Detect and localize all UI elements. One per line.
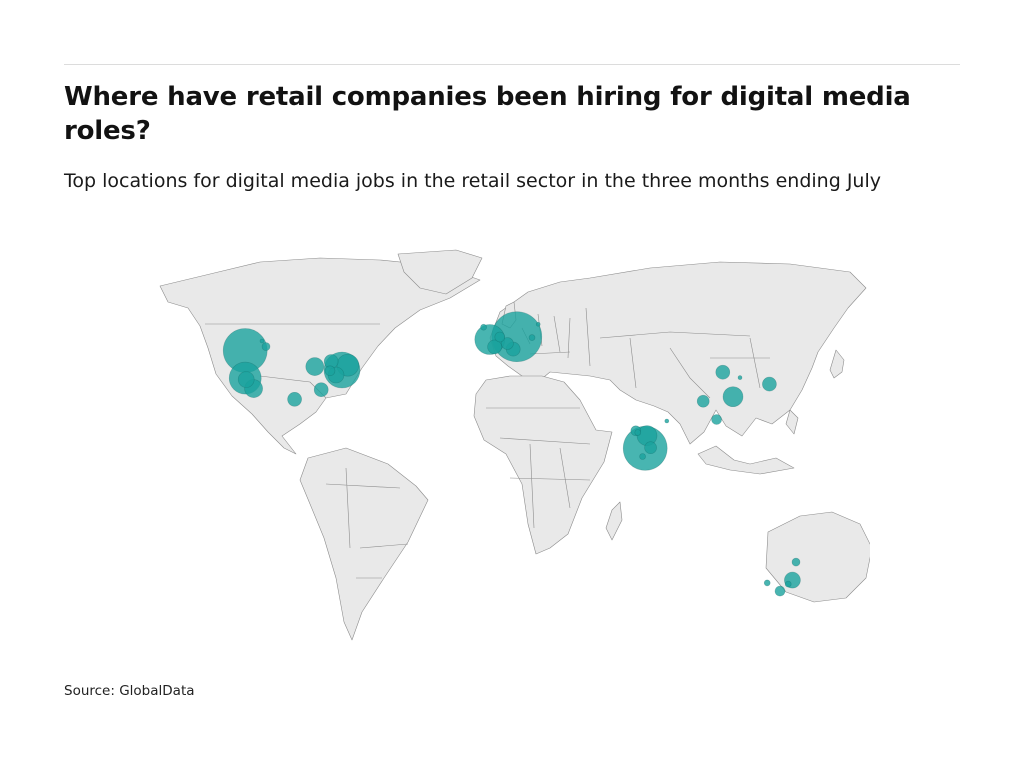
south-america-land: [299, 447, 429, 641]
location-bubble-28: [711, 414, 722, 425]
location-bubble-37: [784, 580, 792, 588]
philippines-land: [785, 409, 799, 435]
location-bubble-22: [501, 337, 514, 350]
top-rule: [64, 64, 960, 65]
madagascar-land: [605, 501, 623, 541]
location-bubble-25: [324, 365, 336, 377]
location-bubble-9: [722, 386, 744, 407]
location-bubble-29: [774, 585, 786, 597]
location-bubble-15: [287, 392, 302, 407]
location-bubble-35: [639, 453, 646, 460]
location-bubble-21: [762, 376, 777, 392]
location-bubble-36: [763, 579, 771, 587]
location-bubble-23: [644, 441, 657, 454]
source-note: Source: GlobalData: [64, 683, 195, 699]
greenland-land: [397, 249, 483, 295]
country-borders: [205, 307, 770, 579]
location-bubble-11: [305, 357, 325, 376]
location-bubble-41: [737, 375, 743, 380]
location-bubble-38: [259, 338, 265, 344]
africa-land: [473, 375, 613, 555]
location-bubble-33: [528, 334, 536, 341]
location-bubble-24: [696, 394, 710, 408]
south-america-borders: [325, 467, 409, 579]
location-bubble-34: [634, 429, 642, 436]
world-map: [159, 249, 870, 641]
location-bubble-31: [791, 557, 801, 567]
hiring-bubbles: [222, 311, 801, 597]
location-bubble-20: [715, 364, 731, 380]
asia-borders: [599, 331, 770, 399]
location-bubble-18: [487, 339, 502, 355]
indonesia-land: [697, 445, 795, 475]
chart-subtitle: Top locations for digital media jobs in …: [64, 170, 881, 192]
location-bubble-16: [313, 382, 329, 397]
land-masses: [159, 249, 870, 641]
location-bubble-32: [480, 323, 487, 331]
location-bubble-26: [494, 331, 506, 343]
location-bubble-39: [535, 322, 541, 327]
location-bubble-30: [261, 342, 271, 351]
africa-borders: [486, 407, 591, 529]
location-bubble-40: [664, 418, 670, 424]
eurasia-land: [489, 261, 867, 445]
japan-land: [829, 349, 845, 379]
location-bubble-12: [237, 371, 255, 388]
chart-title: Where have retail companies been hiring …: [64, 82, 911, 146]
